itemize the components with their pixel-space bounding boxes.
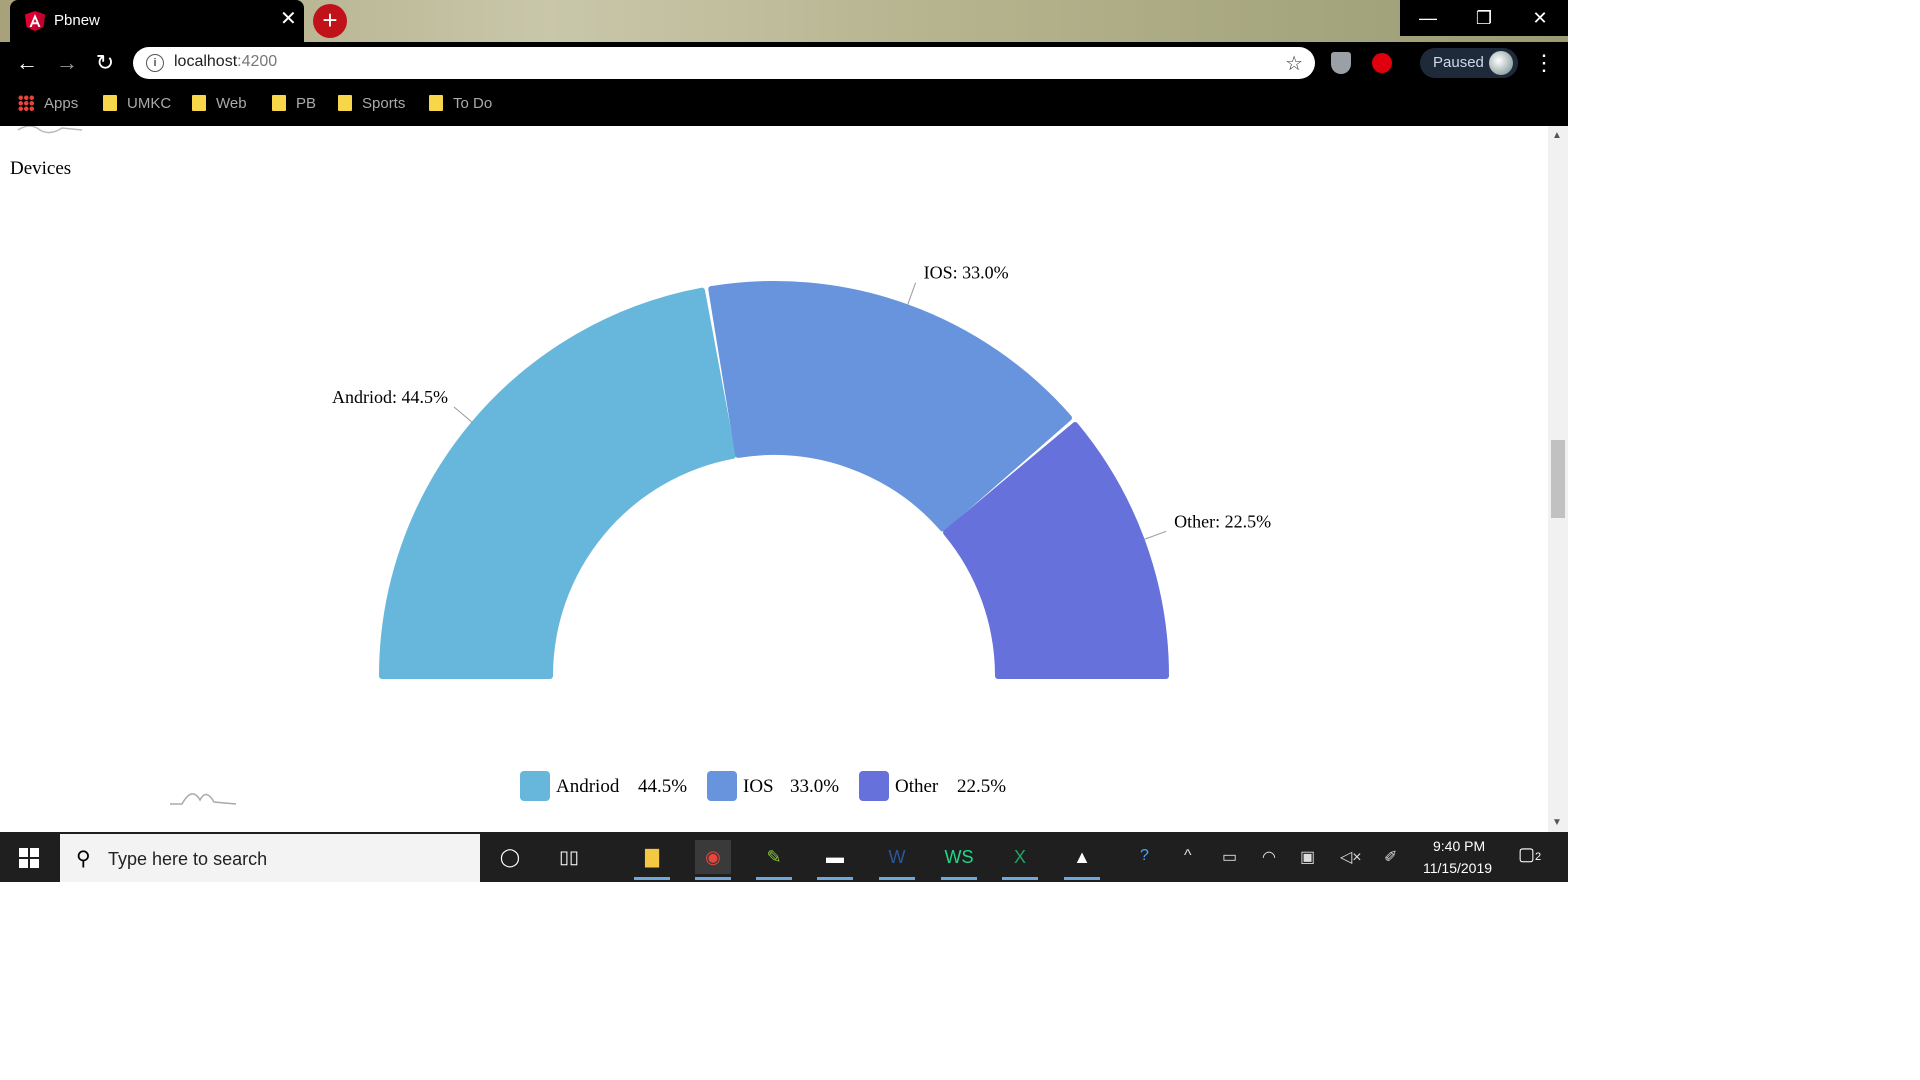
pie-slice-andriod[interactable] <box>382 291 733 676</box>
volume-muted-icon[interactable]: ◁× <box>1340 847 1362 867</box>
windows-start-icon[interactable] <box>0 832 58 882</box>
page-title: Devices <box>10 158 71 180</box>
folder-icon <box>272 95 286 111</box>
avatar <box>1489 51 1513 75</box>
menu-icon[interactable]: ⋮ <box>1533 50 1555 76</box>
slice-tick <box>454 407 472 422</box>
url-text[interactable]: localhost:4200 <box>174 53 277 71</box>
task-view-icon[interactable]: ▯▯ <box>551 840 587 874</box>
shield-extension-icon[interactable] <box>1331 52 1351 74</box>
stop-extension-icon[interactable] <box>1372 53 1392 73</box>
help-icon[interactable]: ? <box>1140 847 1149 865</box>
slice-label: IOS: 33.0% <box>924 263 1009 283</box>
back-icon[interactable]: ← <box>14 50 40 76</box>
profile-button[interactable]: Paused <box>1420 48 1518 78</box>
legend-value: 33.0% <box>790 776 839 797</box>
bookmark-todo[interactable]: To Do <box>429 94 492 114</box>
legend-label[interactable]: IOS <box>743 776 774 797</box>
maximize-button[interactable]: ❐ <box>1456 0 1512 36</box>
bookmark-sports[interactable]: Sports <box>338 94 405 114</box>
search-placeholder: Type here to search <box>108 849 267 870</box>
photos-icon[interactable]: ▲ <box>1064 840 1100 874</box>
close-window-button[interactable]: ✕ <box>1512 0 1568 36</box>
notification-icon[interactable]: ▢2 <box>1518 844 1541 865</box>
webstorm-icon[interactable]: WS <box>941 840 977 874</box>
angular-icon <box>24 10 46 32</box>
new-tab-button[interactable]: + <box>313 4 347 38</box>
search-icon: ⚲ <box>76 846 91 871</box>
folder-icon <box>103 95 117 111</box>
legend-swatch[interactable] <box>859 771 889 801</box>
tab-close-icon[interactable]: ✕ <box>280 8 297 30</box>
folder-icon <box>192 95 206 111</box>
minimize-button[interactable]: — <box>1400 0 1456 36</box>
windows-taskbar: ⚲ Type here to search ◯ ▯▯ ▇ ◉ ✎ ▬ W WS … <box>0 832 1568 882</box>
legend-label[interactable]: Other <box>895 776 939 797</box>
scroll-thumb[interactable] <box>1551 440 1565 518</box>
battery-icon[interactable]: ▭ <box>1222 847 1237 867</box>
display-icon[interactable]: ▣ <box>1300 847 1315 867</box>
reload-icon[interactable]: ↻ <box>92 50 118 76</box>
cortana-icon[interactable]: ◯ <box>492 840 528 874</box>
legend-value: 44.5% <box>638 776 687 797</box>
clock-time[interactable]: 9:40 PM <box>1433 838 1485 854</box>
bookmark-umkc[interactable]: UMKC <box>103 94 171 114</box>
legend-value: 22.5% <box>957 776 1006 797</box>
notepad-icon[interactable]: ✎ <box>756 840 792 874</box>
apps-grid-icon <box>18 95 34 111</box>
scroll-up-icon[interactable]: ▲ <box>1552 130 1562 141</box>
slice-tick <box>907 283 915 306</box>
chart-logo-icon <box>170 794 236 804</box>
wifi-icon[interactable]: ◠ <box>1262 847 1276 867</box>
profile-status: Paused <box>1433 54 1484 71</box>
vertical-scrollbar[interactable]: ▲ ▼ <box>1548 126 1568 832</box>
scroll-down-icon[interactable]: ▼ <box>1552 817 1562 828</box>
tab-strip: Pbnew ✕ + — ❐ ✕ <box>0 0 1568 42</box>
page-viewport: Andriod: 44.5% IOS: 33.0% Other: 22.5% And… <box>0 126 1548 832</box>
chart-logo-icon <box>18 126 82 133</box>
star-icon[interactable]: ☆ <box>1285 51 1303 76</box>
chevron-up-icon[interactable]: ^ <box>1184 847 1192 865</box>
bookmarks-bar: Apps UMKC Web PB Sports To Do <box>0 84 1568 126</box>
word-icon[interactable]: W <box>879 840 915 874</box>
devices-chart: Andriod: 44.5% IOS: 33.0% Other: 22.5% And… <box>0 126 1548 832</box>
pen-icon[interactable]: ✐ <box>1384 847 1397 867</box>
address-bar[interactable]: i localhost:4200 ☆ <box>133 47 1315 79</box>
clock-date[interactable]: 11/15/2019 <box>1423 860 1492 876</box>
legend-swatch[interactable] <box>520 771 550 801</box>
terminal-icon[interactable]: ▬ <box>817 840 853 874</box>
bookmark-web[interactable]: Web <box>192 94 247 114</box>
excel-icon[interactable]: X <box>1002 840 1038 874</box>
legend-swatch[interactable] <box>707 771 737 801</box>
legend-label[interactable]: Andriod <box>556 776 620 797</box>
file-explorer-icon[interactable]: ▇ <box>634 840 670 874</box>
bookmark-apps[interactable]: Apps <box>18 94 78 114</box>
folder-icon <box>429 95 443 111</box>
info-icon[interactable]: i <box>146 54 164 72</box>
forward-icon[interactable]: → <box>54 50 80 76</box>
bookmark-pb[interactable]: PB <box>272 94 316 114</box>
folder-icon <box>338 95 352 111</box>
taskbar-search-input[interactable]: ⚲ Type here to search <box>60 834 480 882</box>
tab-title: Pbnew <box>54 12 100 29</box>
browser-tab[interactable]: Pbnew ✕ <box>10 0 304 42</box>
slice-label: Other: 22.5% <box>1174 511 1271 531</box>
chrome-icon[interactable]: ◉ <box>695 840 731 874</box>
slice-tick <box>1144 531 1167 539</box>
slice-label: Andriod: 44.5% <box>332 387 448 407</box>
